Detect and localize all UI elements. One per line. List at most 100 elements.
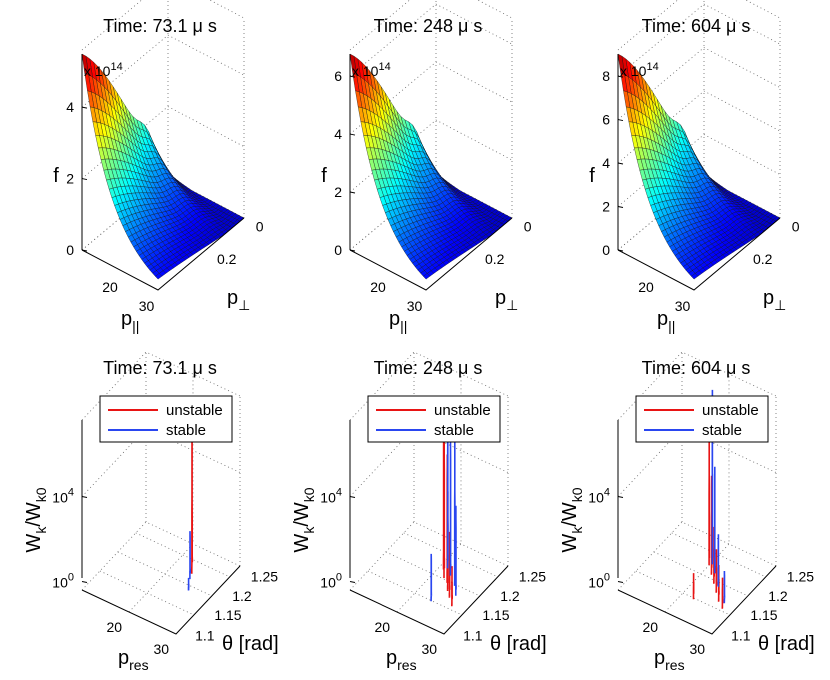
z-tick-label: 2 bbox=[602, 199, 610, 215]
z-tick-label: 4 bbox=[334, 126, 342, 142]
theta-axis-label: θ [rad] bbox=[222, 633, 279, 655]
p-perp-axis-label: p⊥ bbox=[227, 287, 250, 313]
z-gridline bbox=[617, 3, 781, 77]
z-tick bbox=[617, 75, 624, 78]
z-gridline bbox=[617, 134, 781, 207]
surface-cell bbox=[691, 273, 699, 280]
theta-tick-label: 1.25 bbox=[787, 568, 814, 584]
z-axis-label: Wk/Wk0 bbox=[291, 487, 317, 552]
x-tick-label: 30 bbox=[422, 641, 438, 657]
p-perp-tick-label: 0 bbox=[256, 219, 264, 235]
surface-panel-3: 0 2 4 6 8 x 1014 Time: 604 μ s f 20 30 0 0.2 p|| p⊥ bbox=[589, 0, 800, 334]
x-tick-label: 20 bbox=[643, 619, 659, 635]
surface-cell bbox=[423, 273, 431, 280]
box-grid bbox=[349, 351, 509, 591]
z-tick-label: 100 bbox=[588, 572, 610, 591]
legend: unstable stable bbox=[99, 395, 233, 443]
z-tick-label: 4 bbox=[66, 99, 74, 115]
p-par-tick-label: 30 bbox=[139, 298, 155, 314]
floor-axes bbox=[81, 565, 241, 635]
floor-gridline bbox=[135, 532, 230, 578]
box-grid bbox=[617, 0, 781, 251]
z-gridline bbox=[617, 47, 781, 120]
z-tick-label: 4 bbox=[602, 155, 610, 171]
z-tick bbox=[617, 119, 624, 122]
theta-tick-label: 1.2 bbox=[232, 588, 252, 604]
surface-mesh bbox=[81, 53, 245, 280]
theta-tick-label: 1.15 bbox=[750, 607, 777, 623]
floor-axes bbox=[349, 217, 513, 291]
z-tick bbox=[617, 206, 624, 209]
unstable-curve bbox=[191, 435, 194, 574]
z-tick bbox=[617, 162, 624, 165]
stable-legend-label: stable bbox=[166, 422, 206, 439]
theta-tick-label: 1.25 bbox=[251, 568, 278, 584]
x-tick-label: 30 bbox=[154, 641, 170, 657]
theta-axis-label: θ [rad] bbox=[490, 633, 547, 655]
z-axis-label: f bbox=[321, 165, 327, 187]
legend: unstable stable bbox=[367, 395, 501, 443]
z-tick-label: 0 bbox=[66, 242, 74, 258]
floor-axes bbox=[617, 217, 781, 291]
x-axis-label: pres bbox=[386, 647, 417, 673]
z-gridline bbox=[81, 106, 245, 179]
exponent-label: x 1014 bbox=[620, 61, 659, 79]
theta-tick-label: 1.25 bbox=[519, 568, 546, 584]
z-tick bbox=[349, 133, 356, 136]
floor-gridline bbox=[99, 570, 195, 616]
x-axis-label: pres bbox=[118, 647, 149, 673]
box-grid bbox=[81, 351, 241, 591]
surface-panel-2: 0 2 4 6 x 1014 Time: 248 μ s f 20 30 0 0.2 p|| p⊥ bbox=[321, 0, 532, 334]
z-tick-label: 6 bbox=[334, 68, 342, 84]
z-tick-label: 104 bbox=[320, 487, 342, 506]
p-par-tick-label: 30 bbox=[675, 298, 691, 314]
z-gridline bbox=[81, 34, 245, 108]
theta-tick-label: 1.2 bbox=[500, 588, 520, 604]
panel-title: Time: 73.1 μ s bbox=[103, 16, 217, 36]
exponent-label: x 1014 bbox=[84, 61, 123, 79]
p-par-tick-label: 20 bbox=[370, 279, 386, 295]
line-panel-2: 104 100 Time: 248 μ s Wk/Wk0 20 30 pres 1.1 1.15… bbox=[291, 351, 547, 673]
legend-box bbox=[367, 395, 501, 443]
z-gridline bbox=[617, 90, 781, 164]
z-tick-label: 100 bbox=[320, 572, 342, 591]
z-tick bbox=[81, 106, 88, 109]
p-perp-tick-label: 0.2 bbox=[485, 251, 505, 267]
p-perp-axis-label: p⊥ bbox=[763, 287, 786, 313]
z-gridline bbox=[349, 3, 513, 77]
theta-axis-label: θ [rad] bbox=[758, 633, 815, 655]
p-par-tick-label: 20 bbox=[102, 279, 118, 295]
z-tick-label: 8 bbox=[602, 68, 610, 84]
p-perp-tick-label: 0 bbox=[524, 219, 532, 235]
x-tick-label: 20 bbox=[375, 619, 391, 635]
theta-tick-label: 1.15 bbox=[482, 607, 509, 623]
z-tick-label: 104 bbox=[52, 487, 74, 506]
unstable-legend-label: unstable bbox=[702, 402, 759, 419]
floor-axes bbox=[349, 565, 509, 635]
theta-tick-label: 1.1 bbox=[731, 628, 751, 644]
unstable-legend-label: unstable bbox=[434, 402, 491, 419]
z-tick bbox=[349, 496, 356, 498]
z-tick bbox=[349, 249, 356, 252]
z-tick-label: 100 bbox=[52, 572, 74, 591]
z-tick bbox=[81, 581, 88, 583]
p-perp-tick-label: 0.2 bbox=[217, 251, 237, 267]
z-tick-label: 0 bbox=[334, 242, 342, 258]
x-axis-label: pres bbox=[654, 647, 685, 673]
p-par-axis-label: p|| bbox=[657, 308, 675, 334]
p-par-axis-label: p|| bbox=[389, 308, 407, 334]
panel-title: Time: 604 μ s bbox=[642, 16, 751, 36]
theta-tick-label: 1.1 bbox=[195, 628, 215, 644]
surface-cell bbox=[155, 273, 163, 280]
p-par-axis-label: p|| bbox=[121, 308, 139, 334]
z-tick-label: 0 bbox=[602, 242, 610, 258]
stable-legend-label: stable bbox=[702, 422, 742, 439]
surface-mesh bbox=[349, 53, 513, 280]
box-grid bbox=[617, 351, 777, 591]
z-axis-label: f bbox=[53, 165, 59, 187]
surface-mesh bbox=[617, 53, 781, 280]
z-tick bbox=[617, 249, 624, 252]
z-tick-label: 104 bbox=[588, 487, 610, 506]
z-tick bbox=[617, 581, 624, 583]
